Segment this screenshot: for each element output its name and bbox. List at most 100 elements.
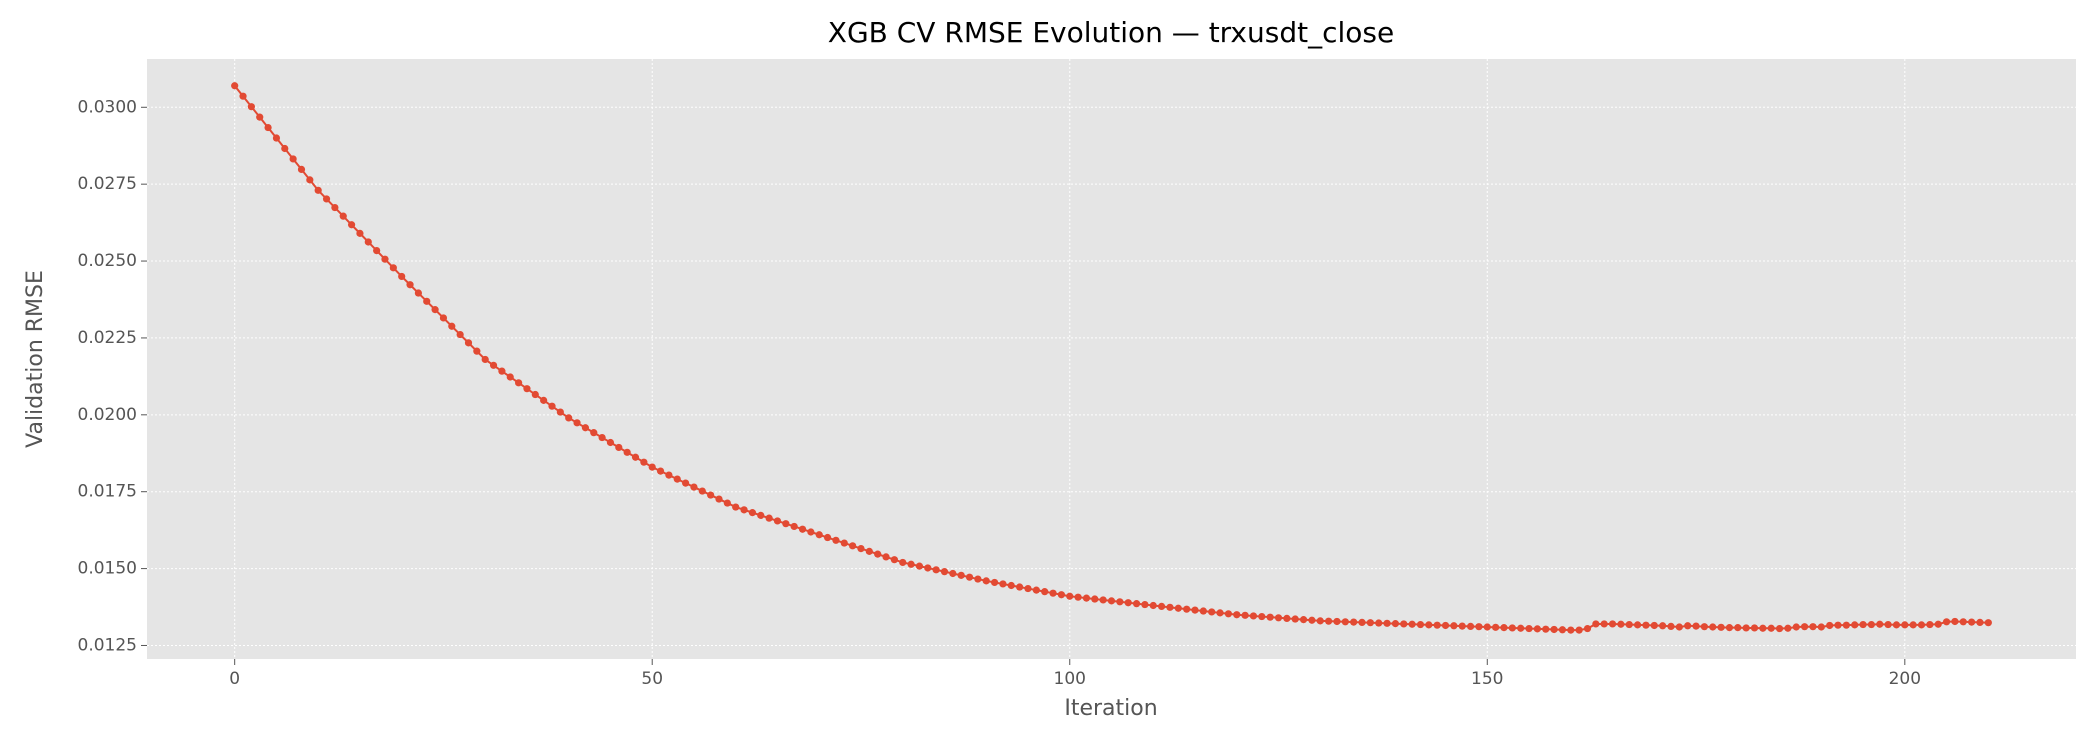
marker bbox=[1876, 620, 1884, 628]
marker bbox=[515, 379, 523, 387]
marker bbox=[1283, 614, 1291, 623]
marker bbox=[740, 506, 748, 514]
marker bbox=[1241, 611, 1249, 619]
marker bbox=[1926, 620, 1934, 629]
marker bbox=[398, 272, 406, 281]
marker bbox=[1951, 617, 1959, 626]
marker bbox=[615, 443, 623, 452]
marker bbox=[1183, 605, 1191, 613]
marker bbox=[732, 503, 740, 511]
marker bbox=[1492, 623, 1500, 631]
marker bbox=[1650, 621, 1658, 630]
marker bbox=[1725, 624, 1734, 632]
marker bbox=[1934, 620, 1942, 628]
marker bbox=[406, 281, 414, 289]
marker bbox=[1191, 606, 1199, 614]
marker bbox=[1066, 592, 1074, 600]
marker bbox=[1007, 581, 1015, 590]
marker bbox=[974, 575, 982, 583]
y-tick-label: 0.0150 bbox=[78, 559, 137, 579]
marker bbox=[1976, 618, 1984, 627]
marker bbox=[1425, 621, 1433, 629]
marker bbox=[256, 113, 264, 121]
marker bbox=[1208, 608, 1216, 616]
marker bbox=[1057, 591, 1065, 599]
marker bbox=[473, 347, 481, 355]
marker bbox=[1116, 598, 1124, 606]
marker bbox=[832, 536, 840, 544]
marker bbox=[1917, 621, 1926, 629]
marker bbox=[1032, 586, 1040, 594]
marker bbox=[640, 458, 648, 466]
marker bbox=[1475, 623, 1483, 631]
marker bbox=[1775, 624, 1784, 633]
marker bbox=[1942, 618, 1951, 626]
marker bbox=[999, 580, 1007, 588]
marker bbox=[231, 82, 239, 90]
marker bbox=[364, 238, 372, 246]
marker bbox=[1258, 612, 1266, 621]
marker bbox=[1600, 620, 1608, 628]
marker bbox=[949, 569, 957, 578]
marker bbox=[498, 367, 506, 375]
marker bbox=[1642, 621, 1650, 629]
marker bbox=[656, 467, 665, 475]
marker bbox=[1441, 621, 1450, 630]
marker bbox=[665, 471, 673, 479]
marker bbox=[1742, 624, 1750, 632]
marker bbox=[1750, 624, 1759, 632]
marker bbox=[723, 499, 731, 507]
marker bbox=[464, 339, 473, 347]
marker bbox=[1675, 623, 1683, 631]
marker bbox=[631, 453, 640, 461]
marker bbox=[1792, 623, 1800, 631]
marker bbox=[581, 424, 590, 432]
marker bbox=[481, 355, 489, 364]
marker bbox=[565, 414, 573, 422]
marker bbox=[1132, 600, 1141, 608]
marker bbox=[1851, 621, 1859, 629]
marker bbox=[1433, 621, 1441, 629]
marker bbox=[849, 542, 857, 550]
marker bbox=[1483, 623, 1491, 631]
marker bbox=[798, 525, 807, 533]
marker bbox=[297, 165, 306, 174]
marker bbox=[1767, 624, 1775, 632]
y-tick-label: 0.0175 bbox=[78, 482, 137, 502]
marker bbox=[431, 306, 439, 314]
marker bbox=[1842, 621, 1850, 629]
marker bbox=[1784, 624, 1792, 632]
marker bbox=[1709, 623, 1717, 631]
marker bbox=[1759, 624, 1767, 632]
marker bbox=[957, 571, 965, 579]
marker bbox=[1174, 604, 1182, 612]
marker bbox=[1158, 602, 1166, 611]
marker bbox=[673, 475, 681, 483]
marker bbox=[1583, 624, 1592, 633]
marker bbox=[1667, 622, 1675, 631]
marker bbox=[865, 547, 873, 555]
marker bbox=[1984, 619, 1992, 627]
marker bbox=[623, 448, 631, 456]
y-tick-label: 0.0250 bbox=[78, 251, 137, 271]
marker bbox=[414, 289, 422, 297]
marker bbox=[1859, 620, 1867, 629]
marker bbox=[1408, 620, 1416, 628]
marker bbox=[1617, 620, 1625, 628]
marker bbox=[598, 433, 606, 442]
marker bbox=[1016, 583, 1024, 591]
marker bbox=[540, 396, 548, 404]
marker bbox=[506, 373, 514, 381]
x-tick-label: 150 bbox=[1471, 669, 1503, 689]
marker bbox=[823, 533, 832, 542]
marker bbox=[1608, 620, 1617, 628]
marker bbox=[932, 566, 940, 574]
marker bbox=[1909, 621, 1917, 629]
marker bbox=[1809, 623, 1817, 631]
marker bbox=[373, 246, 381, 255]
marker bbox=[1525, 624, 1533, 633]
x-axis-label: Iteration bbox=[1064, 696, 1157, 721]
marker bbox=[1633, 621, 1642, 629]
marker bbox=[765, 514, 773, 522]
